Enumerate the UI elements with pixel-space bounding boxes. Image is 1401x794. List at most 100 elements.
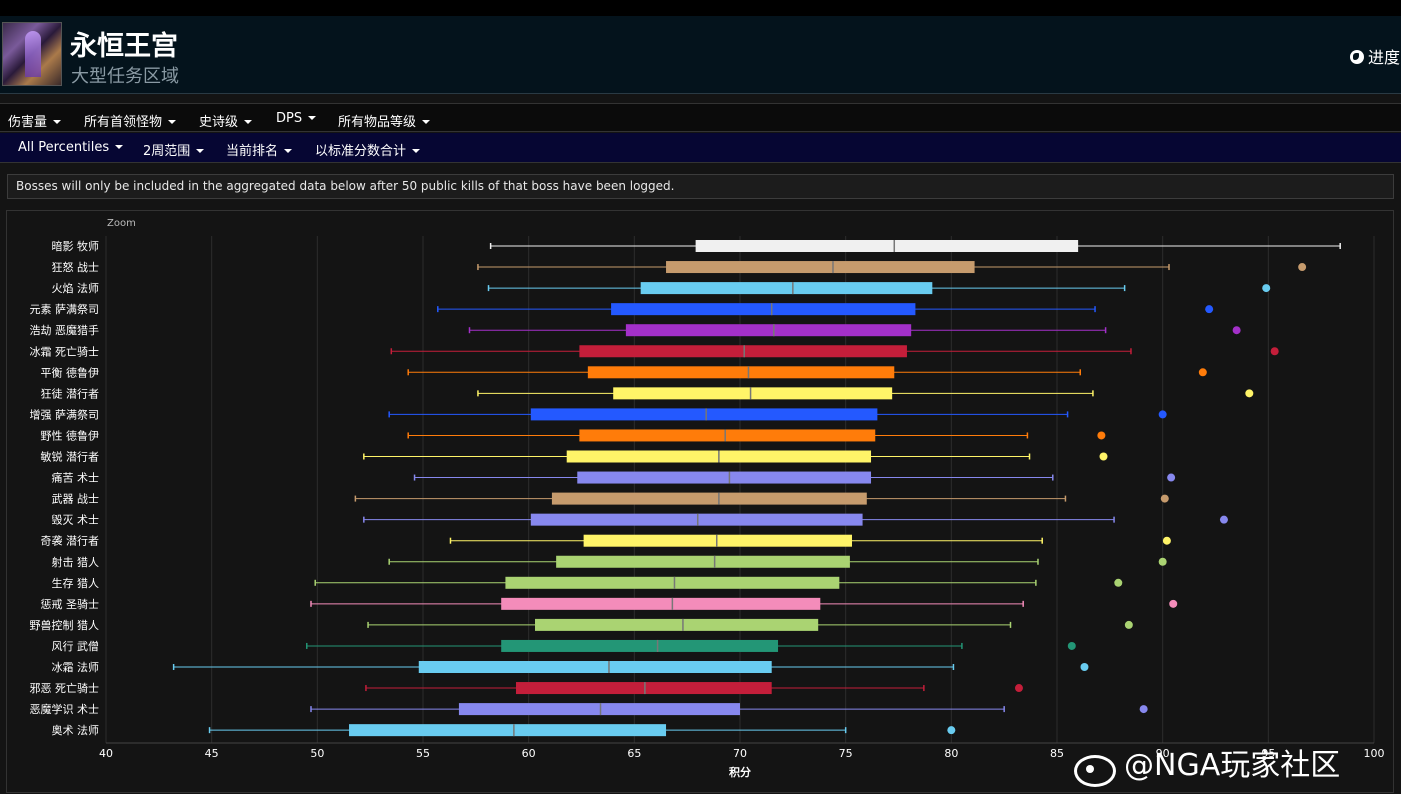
outlier-point[interactable] (1099, 452, 1108, 461)
box-iqr[interactable] (535, 618, 819, 631)
box-iqr[interactable] (458, 703, 740, 716)
outlier-point[interactable] (1162, 536, 1171, 545)
box-iqr[interactable] (579, 429, 876, 442)
box-row[interactable]: 痛苦 术士 (52, 471, 1176, 485)
box-row[interactable]: 射击 猎人 (52, 555, 1167, 569)
box-iqr[interactable] (551, 492, 867, 505)
box-row[interactable]: 奇袭 潜行者 (41, 534, 1171, 548)
outlier-point[interactable] (1262, 284, 1271, 293)
outlier-point[interactable] (1198, 368, 1207, 377)
outlier-point[interactable] (1169, 599, 1178, 608)
y-category-label: 奇袭 潜行者 (41, 534, 100, 548)
box-row[interactable]: 惩戒 圣骑士 (41, 597, 1178, 611)
outlier-point[interactable] (1167, 473, 1176, 482)
filter-menu-primary: 伤害量 所有首领怪物 史诗级 DPS 所有物品等级 (0, 103, 1401, 132)
menu-timerange-dropdown[interactable]: 2周范围 (143, 140, 205, 159)
menu-difficulty-dropdown[interactable]: 史诗级 (199, 111, 253, 130)
box-row[interactable]: 暗影 牧师 (52, 239, 1396, 253)
box-iqr[interactable] (583, 534, 853, 547)
menu-percentile-dropdown[interactable]: All Percentiles (18, 140, 124, 155)
y-category-label: 浩劫 恶魔猎手 (30, 323, 100, 337)
box-iqr[interactable] (579, 345, 907, 358)
outlier-point[interactable] (1232, 326, 1241, 335)
outlier-point[interactable] (1080, 663, 1089, 671)
outlier-point[interactable] (1158, 410, 1167, 419)
box-row[interactable]: 冰霜 法师 (52, 660, 1089, 674)
zone-header: 永恒王宫 大型任务区域 进度 (0, 16, 1401, 94)
box-iqr[interactable] (505, 576, 840, 589)
outlier-point[interactable] (1160, 494, 1169, 503)
box-row[interactable]: 火焰 法师 (52, 281, 1271, 295)
box-row[interactable]: 冰霜 死亡骑士 (30, 344, 1279, 358)
box-row[interactable]: 恶魔学识 术士 (30, 702, 1148, 716)
x-tick-label: 60 (522, 747, 536, 760)
box-iqr[interactable] (577, 471, 872, 484)
outlier-point[interactable] (1139, 705, 1148, 714)
box-row[interactable]: 生存 猎人 (52, 576, 1123, 590)
box-iqr[interactable] (611, 303, 916, 316)
box-row[interactable]: 狂怒 战士 (52, 260, 1307, 274)
zone-thumbnail[interactable] (2, 22, 62, 86)
box-row[interactable]: 狂徒 潜行者 (41, 386, 1254, 400)
outlier-point[interactable] (1114, 578, 1123, 587)
menu-ranking-dropdown[interactable]: 当前排名 (226, 140, 293, 159)
progress-label: 进度 (1368, 48, 1401, 67)
box-row[interactable]: 毁灭 术士 (52, 513, 1228, 527)
outlier-point[interactable] (1245, 389, 1254, 398)
box-iqr[interactable] (501, 597, 821, 610)
box-row[interactable]: 浩劫 恶魔猎手 (30, 323, 1241, 337)
outlier-point[interactable] (1014, 684, 1023, 693)
box-iqr[interactable] (530, 513, 863, 526)
box-iqr[interactable] (640, 282, 933, 295)
outlier-point[interactable] (1124, 620, 1133, 629)
box-iqr[interactable] (625, 324, 912, 337)
outlier-point[interactable] (1298, 263, 1307, 272)
notice-banner: Bosses will only be included in the aggr… (7, 174, 1394, 199)
y-category-label: 元素 萨满祭司 (30, 303, 100, 316)
outlier-point[interactable] (1067, 641, 1076, 650)
top-black-bar (0, 0, 1401, 16)
progress-link[interactable]: 进度 (1350, 44, 1400, 68)
menu-metric-dropdown[interactable]: 伤害量 (8, 111, 62, 130)
y-category-label: 惩戒 圣骑士 (41, 598, 100, 611)
outlier-point[interactable] (1158, 557, 1167, 566)
y-category-label: 火焰 法师 (52, 281, 100, 295)
caret-down-icon (422, 120, 431, 124)
y-category-label: 暗影 牧师 (52, 239, 100, 253)
box-row[interactable]: 奥术 法师 (52, 723, 956, 737)
box-row[interactable]: 风行 武僧 (52, 639, 1076, 653)
outlier-point[interactable] (1205, 305, 1214, 314)
box-row[interactable]: 平衡 德鲁伊 (41, 365, 1207, 379)
box-row[interactable]: 野性 德鲁伊 (41, 428, 1106, 442)
outlier-point[interactable] (1270, 347, 1279, 356)
box-iqr[interactable] (349, 724, 667, 737)
box-iqr[interactable] (418, 661, 772, 673)
menu-aggregation-dropdown[interactable]: 以标准分数合计 (315, 140, 421, 159)
box-row[interactable]: 敏锐 潜行者 (41, 450, 1108, 464)
menu-boss-dropdown[interactable]: 所有首领怪物 (84, 111, 177, 130)
outlier-point[interactable] (947, 726, 956, 735)
box-iqr[interactable] (501, 639, 779, 652)
x-tick-label: 85 (1050, 747, 1064, 760)
page-subtitle: 大型任务区域 (71, 66, 179, 87)
y-category-label: 风行 武僧 (52, 640, 100, 653)
box-iqr[interactable] (666, 261, 975, 274)
box-iqr[interactable] (695, 240, 1079, 252)
box-row[interactable]: 野兽控制 猎人 (30, 618, 1133, 632)
box-iqr[interactable] (530, 408, 878, 421)
box-iqr[interactable] (587, 366, 895, 379)
menu-itemlevel-dropdown[interactable]: 所有物品等级 (338, 111, 431, 130)
zoom-label[interactable]: Zoom (107, 218, 136, 229)
caret-down-icon (53, 120, 62, 124)
box-iqr[interactable] (556, 555, 850, 568)
box-row[interactable]: 增强 萨满祭司 (30, 407, 1167, 421)
box-iqr[interactable] (613, 387, 893, 400)
box-row[interactable]: 邪恶 死亡骑士 (30, 681, 1023, 695)
outlier-point[interactable] (1219, 515, 1228, 524)
box-iqr[interactable] (515, 682, 772, 695)
box-row[interactable]: 元素 萨满祭司 (30, 303, 1214, 316)
menu-dps-dropdown[interactable]: DPS (276, 111, 317, 126)
outlier-point[interactable] (1097, 431, 1106, 440)
box-row[interactable]: 武器 战士 (52, 492, 1169, 506)
